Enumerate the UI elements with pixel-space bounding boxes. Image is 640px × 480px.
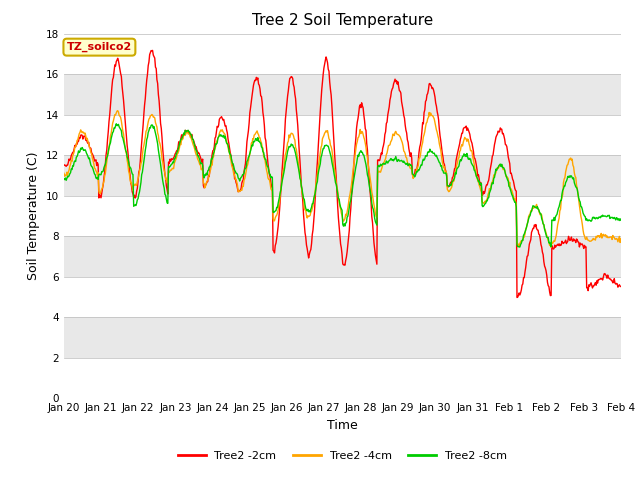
Bar: [64, 277, 621, 317]
X-axis label: Time: Time: [327, 419, 358, 432]
Line: Tree2 -4cm: Tree2 -4cm: [64, 111, 621, 247]
Tree2 -2cm: [513, 295, 521, 300]
Bar: [64, 358, 621, 398]
Tree2 -2cm: [60, 162, 68, 168]
Tree2 -8cm: [277, 186, 285, 192]
Tree2 -2cm: [401, 115, 408, 121]
Tree2 -4cm: [277, 187, 285, 192]
Y-axis label: Soil Temperature (C): Soil Temperature (C): [28, 152, 40, 280]
Tree2 -4cm: [617, 236, 625, 242]
Tree2 -8cm: [60, 176, 68, 182]
Tree2 -8cm: [113, 121, 120, 127]
Tree2 -4cm: [256, 135, 264, 141]
Line: Tree2 -2cm: Tree2 -2cm: [64, 50, 621, 298]
Tree2 -2cm: [432, 100, 440, 106]
Tree2 -2cm: [617, 284, 625, 289]
Tree2 -4cm: [401, 149, 408, 155]
Tree2 -8cm: [256, 140, 264, 145]
Tree2 -4cm: [114, 108, 122, 114]
Tree2 -8cm: [401, 160, 408, 166]
Tree2 -8cm: [228, 160, 236, 166]
Tree2 -4cm: [228, 165, 236, 170]
Title: Tree 2 Soil Temperature: Tree 2 Soil Temperature: [252, 13, 433, 28]
Tree2 -4cm: [432, 124, 440, 130]
Tree2 -8cm: [617, 217, 625, 223]
Bar: [64, 155, 621, 196]
Bar: [64, 236, 621, 277]
Bar: [64, 115, 621, 155]
Tree2 -8cm: [432, 153, 440, 159]
Bar: [64, 74, 621, 115]
Tree2 -4cm: [60, 170, 68, 176]
Tree2 -4cm: [126, 177, 134, 183]
Tree2 -2cm: [277, 185, 285, 191]
Bar: [64, 196, 621, 236]
Bar: [64, 317, 621, 358]
Text: TZ_soilco2: TZ_soilco2: [67, 42, 132, 52]
Tree2 -2cm: [148, 48, 156, 53]
Tree2 -2cm: [228, 161, 236, 167]
Tree2 -4cm: [547, 244, 555, 250]
Tree2 -2cm: [256, 86, 264, 92]
Tree2 -2cm: [125, 167, 133, 172]
Tree2 -8cm: [516, 244, 524, 250]
Bar: [64, 34, 621, 74]
Line: Tree2 -8cm: Tree2 -8cm: [64, 124, 621, 247]
Legend: Tree2 -2cm, Tree2 -4cm, Tree2 -8cm: Tree2 -2cm, Tree2 -4cm, Tree2 -8cm: [173, 447, 511, 466]
Tree2 -8cm: [126, 165, 134, 170]
